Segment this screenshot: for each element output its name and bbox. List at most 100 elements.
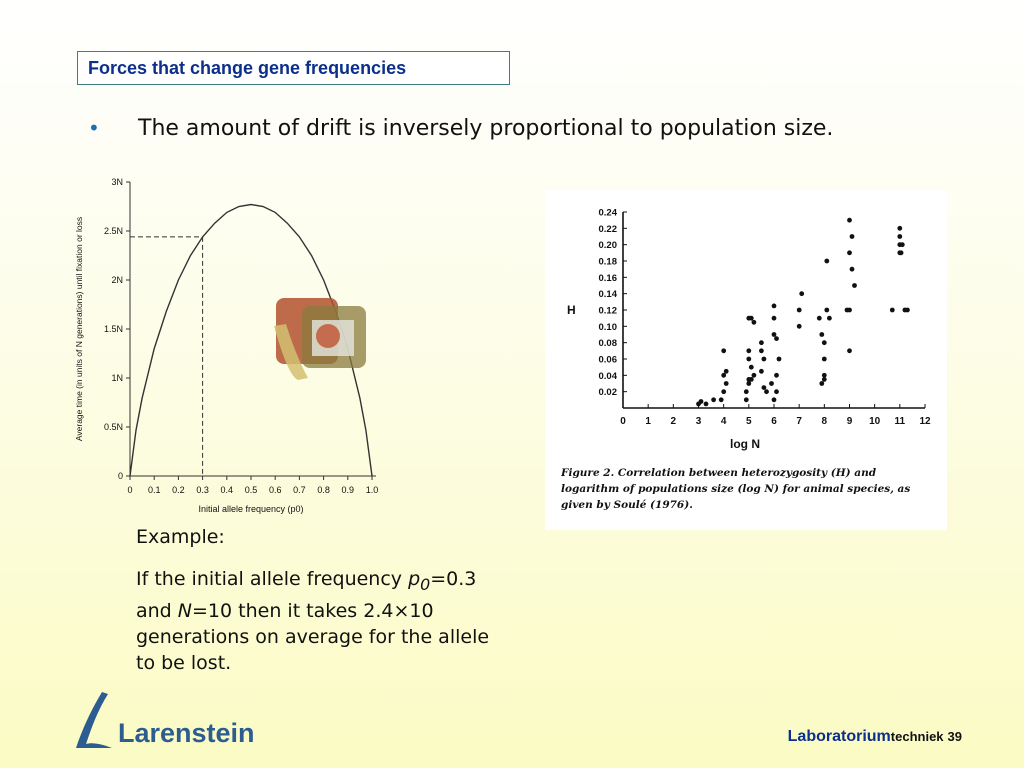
data-point: [748, 315, 754, 321]
data-point: [847, 307, 852, 313]
example-line2-post: =10 then it takes 2.4×10: [192, 599, 434, 622]
data-point: [796, 307, 802, 313]
fixation-x-tick-label: 0: [127, 485, 132, 495]
fixation-chart-y-label: Average time (in units of N generations)…: [74, 217, 84, 441]
data-point: [743, 389, 749, 395]
data-point: [774, 336, 779, 341]
heterozygosity-x-tick-label: 7: [796, 416, 802, 427]
data-point: [849, 266, 855, 272]
heterozygosity-chart-ticks: 0 1 2 3 4 5 6 7 8 9 10 11 120.020.040.060.080.100.12…: [599, 208, 931, 428]
data-point: [771, 397, 777, 403]
data-point: [821, 372, 827, 378]
data-point: [703, 401, 709, 407]
data-point: [721, 372, 727, 378]
data-point: [769, 381, 774, 386]
data-point: [748, 364, 754, 370]
data-point: [799, 291, 805, 297]
example-line1-pre: If the initial allele frequency: [136, 568, 409, 590]
data-point: [698, 399, 704, 404]
footer-label: Laboratoriumtechniek 39: [788, 728, 962, 746]
heterozygosity-y-tick-label: 0.14: [599, 289, 618, 300]
fixation-x-tick-label: 0.8: [317, 485, 330, 495]
data-point: [761, 385, 767, 390]
data-point: [771, 315, 777, 321]
data-point: [761, 356, 767, 362]
data-point: [821, 340, 827, 346]
heterozygosity-y-tick-label: 0.12: [599, 306, 618, 317]
data-point: [816, 315, 822, 321]
heterozygosity-y-tick-label: 0.06: [599, 355, 618, 366]
fixation-x-tick-label: 1.0: [366, 485, 379, 495]
heterozygosity-y-label: H: [567, 303, 576, 317]
p-subscript: 0: [420, 574, 431, 594]
data-point: [796, 323, 802, 329]
heterozygosity-x-tick-label: 6: [771, 416, 777, 427]
data-point: [889, 307, 895, 313]
fixation-chart-ticks: 0 0.1 0.2 0.3 0.4 0.5 0.6 0.7 0.8 0.9 1.0 0 0.5N 1N 1.…: [104, 177, 378, 495]
heterozygosity-x-tick-label: 10: [869, 416, 881, 427]
footer-lab-small: techniek: [890, 729, 944, 744]
fixation-chart-x-label: Initial allele frequency (p0): [198, 504, 303, 514]
data-point: [774, 389, 779, 395]
fixation-x-tick-label: 0.2: [172, 485, 185, 495]
heterozygosity-x-tick-label: 12: [919, 416, 931, 427]
heterozygosity-x-tick-label: 8: [822, 416, 828, 427]
example-line1-post: =0.3: [430, 568, 477, 590]
p-symbol: p: [408, 568, 421, 590]
n-symbol: N: [177, 599, 193, 622]
data-point: [718, 397, 724, 403]
data-point: [827, 315, 832, 321]
data-point: [897, 225, 903, 231]
heterozygosity-x-tick-label: 2: [671, 416, 677, 427]
heterozygosity-x-tick-label: 3: [696, 416, 702, 427]
fixation-x-tick-label: 0.1: [148, 485, 161, 495]
heterozygosity-y-tick-label: 0.22: [599, 224, 618, 235]
fixation-y-tick-label: 3N: [111, 177, 123, 187]
heterozygosity-y-tick-label: 0.24: [599, 208, 618, 219]
data-point: [897, 234, 903, 239]
fixation-y-tick-label: 0.5N: [104, 422, 123, 432]
data-point: [821, 377, 827, 382]
data-point: [824, 258, 830, 264]
data-point: [847, 250, 852, 256]
heterozygosity-y-tick-label: 0.02: [599, 387, 618, 398]
heterozygosity-x-tick-label: 9: [847, 416, 853, 427]
data-point: [824, 307, 830, 313]
data-point: [721, 389, 727, 395]
data-point: [759, 340, 764, 346]
data-point: [721, 348, 727, 354]
heterozygosity-chart-axes: [622, 212, 925, 409]
data-point: [746, 348, 752, 354]
data-point: [771, 332, 777, 337]
data-point: [776, 356, 782, 362]
data-point: [764, 389, 769, 395]
heterozygosity-points: [696, 217, 910, 407]
data-point: [819, 332, 825, 337]
logo-text: Larenstein: [118, 718, 255, 748]
fixation-y-tick-label: 0: [118, 471, 123, 481]
figure-caption-container: Figure 2. Correlation between heterozygo…: [561, 467, 910, 511]
example-line3: generations on average for the allele: [136, 625, 490, 648]
fixation-x-tick-label: 0.6: [269, 485, 282, 495]
data-point: [899, 242, 905, 248]
heterozygosity-x-tick-label: 5: [746, 416, 752, 427]
data-point: [723, 381, 729, 386]
fixation-y-tick-label: 1N: [111, 373, 123, 383]
fixation-x-tick-label: 0.4: [221, 485, 234, 495]
fixation-x-tick-label: 0.7: [293, 485, 306, 495]
bullet-text: The amount of drift is inversely proport…: [138, 116, 834, 141]
fixation-y-tick-label: 1.5N: [104, 324, 123, 334]
data-point: [905, 307, 910, 313]
data-point: [746, 381, 752, 386]
data-point: [849, 234, 855, 239]
heterozygosity-y-tick-label: 0.10: [599, 322, 618, 333]
data-point: [821, 356, 827, 362]
fixation-x-tick-label: 0.9: [342, 485, 355, 495]
data-point: [847, 348, 852, 354]
heterozygosity-y-tick-label: 0.08: [599, 338, 618, 349]
presentation-badge-icon: [274, 298, 366, 380]
fixation-y-tick-label: 2.5N: [104, 226, 123, 236]
data-point: [748, 377, 754, 382]
data-point: [847, 217, 852, 223]
heterozygosity-chart: 0 1 2 3 4 5 6 7 8 9 10 11 120.020.040.060.080.100.12…: [545, 190, 947, 530]
